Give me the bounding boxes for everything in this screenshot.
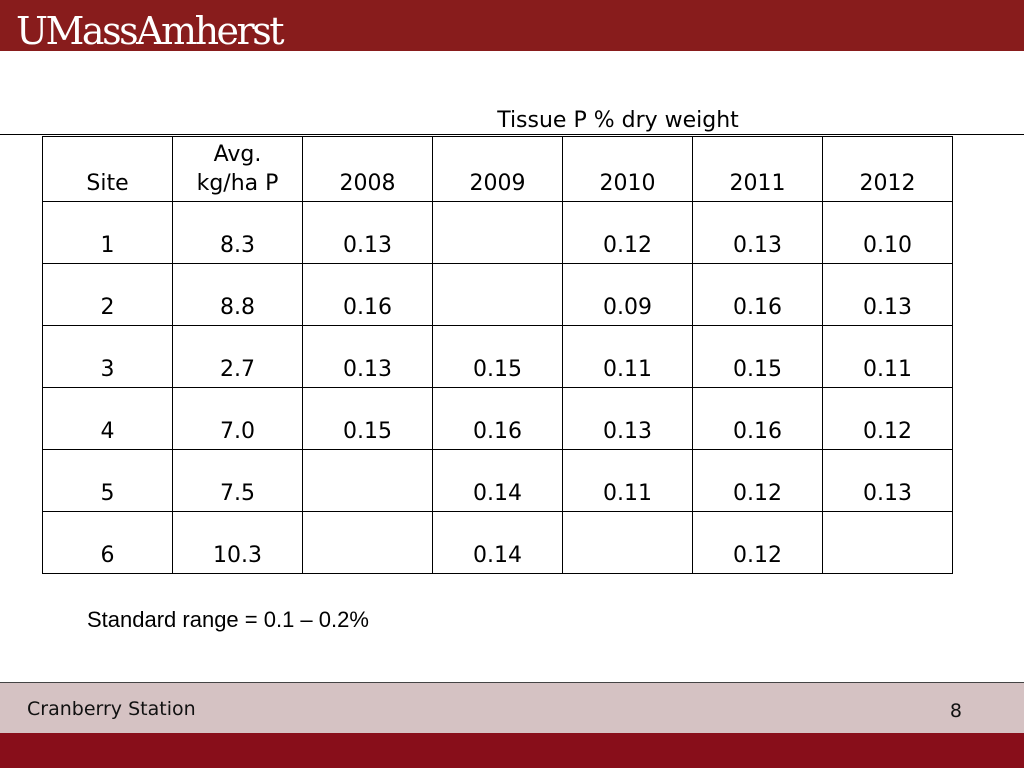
standard-range-note: Standard range = 0.1 – 0.2% — [87, 607, 369, 632]
header-cell-avg-kg-ha-p: Avg. kg/ha P — [172, 136, 303, 202]
cell-2010: 0.11 — [562, 449, 693, 512]
cell-avg-kg-ha-p: 8.3 — [172, 201, 303, 264]
cell-2010 — [562, 511, 693, 574]
cell-2008 — [302, 511, 433, 574]
cell-site: 5 — [42, 449, 173, 512]
cell-2009 — [432, 201, 563, 264]
table-row: 4 7.0 0.15 0.16 0.13 0.16 0.12 — [42, 387, 953, 450]
table-row: 1 8.3 0.13 0.12 0.13 0.10 — [42, 201, 953, 264]
cell-site: 3 — [42, 325, 173, 388]
cell-2012: 0.13 — [822, 449, 953, 512]
cell-2008: 0.13 — [302, 201, 433, 264]
cell-site: 2 — [42, 263, 173, 326]
table-row: 5 7.5 0.14 0.11 0.12 0.13 — [42, 449, 953, 512]
cell-2008: 0.15 — [302, 387, 433, 450]
cell-2010: 0.09 — [562, 263, 693, 326]
header-cell-2008: 2008 — [302, 136, 433, 202]
cell-2010: 0.12 — [562, 201, 693, 264]
cell-2008: 0.13 — [302, 325, 433, 388]
header-cell-2009: 2009 — [432, 136, 563, 202]
cell-avg-kg-ha-p: 7.0 — [172, 387, 303, 450]
cell-2011: 0.12 — [692, 511, 823, 574]
cell-2008: 0.16 — [302, 263, 433, 326]
cell-2012: 0.10 — [822, 201, 953, 264]
cell-avg-kg-ha-p: 8.8 — [172, 263, 303, 326]
cell-avg-kg-ha-p: 10.3 — [172, 511, 303, 574]
header-cell-2012: 2012 — [822, 136, 953, 202]
top-banner: UMassAmherst — [0, 0, 1024, 51]
cell-2008 — [302, 449, 433, 512]
header-cell-2011: 2011 — [692, 136, 823, 202]
tissue-p-table: Site Avg. kg/ha P 2008 2009 2010 2011 201… — [42, 136, 953, 574]
cell-2011: 0.15 — [692, 325, 823, 388]
cell-2011: 0.16 — [692, 263, 823, 326]
cell-2010: 0.11 — [562, 325, 693, 388]
cell-2012 — [822, 511, 953, 574]
table-caption: Tissue P % dry weight — [497, 108, 739, 133]
cell-avg-kg-ha-p: 7.5 — [172, 449, 303, 512]
cell-2010: 0.13 — [562, 387, 693, 450]
header-cell-2010: 2010 — [562, 136, 693, 202]
cell-2012: 0.11 — [822, 325, 953, 388]
cell-2011: 0.13 — [692, 201, 823, 264]
umass-amherst-logo: UMassAmherst — [16, 9, 284, 53]
cell-avg-kg-ha-p: 2.7 — [172, 325, 303, 388]
cell-2011: 0.16 — [692, 387, 823, 450]
bottom-band — [0, 733, 1024, 768]
cell-2012: 0.12 — [822, 387, 953, 450]
title-divider — [0, 134, 1024, 135]
cell-site: 1 — [42, 201, 173, 264]
cell-2012: 0.13 — [822, 263, 953, 326]
footer-label: Cranberry Station — [27, 698, 196, 720]
cell-2009: 0.15 — [432, 325, 563, 388]
header-cell-site: Site — [42, 136, 173, 202]
cell-site: 4 — [42, 387, 173, 450]
cell-2011: 0.12 — [692, 449, 823, 512]
cell-2009 — [432, 263, 563, 326]
cell-site: 6 — [42, 511, 173, 574]
cell-2009: 0.14 — [432, 511, 563, 574]
page-number: 8 — [949, 700, 962, 722]
footer-band: Cranberry Station 8 — [0, 682, 1024, 734]
table-row: 3 2.7 0.13 0.15 0.11 0.15 0.11 — [42, 325, 953, 388]
cell-2009: 0.14 — [432, 449, 563, 512]
table-header-row: Site Avg. kg/ha P 2008 2009 2010 2011 201… — [42, 136, 953, 202]
table-row: 6 10.3 0.14 0.12 — [42, 511, 953, 574]
table-row: 2 8.8 0.16 0.09 0.16 0.13 — [42, 263, 953, 326]
cell-2009: 0.16 — [432, 387, 563, 450]
